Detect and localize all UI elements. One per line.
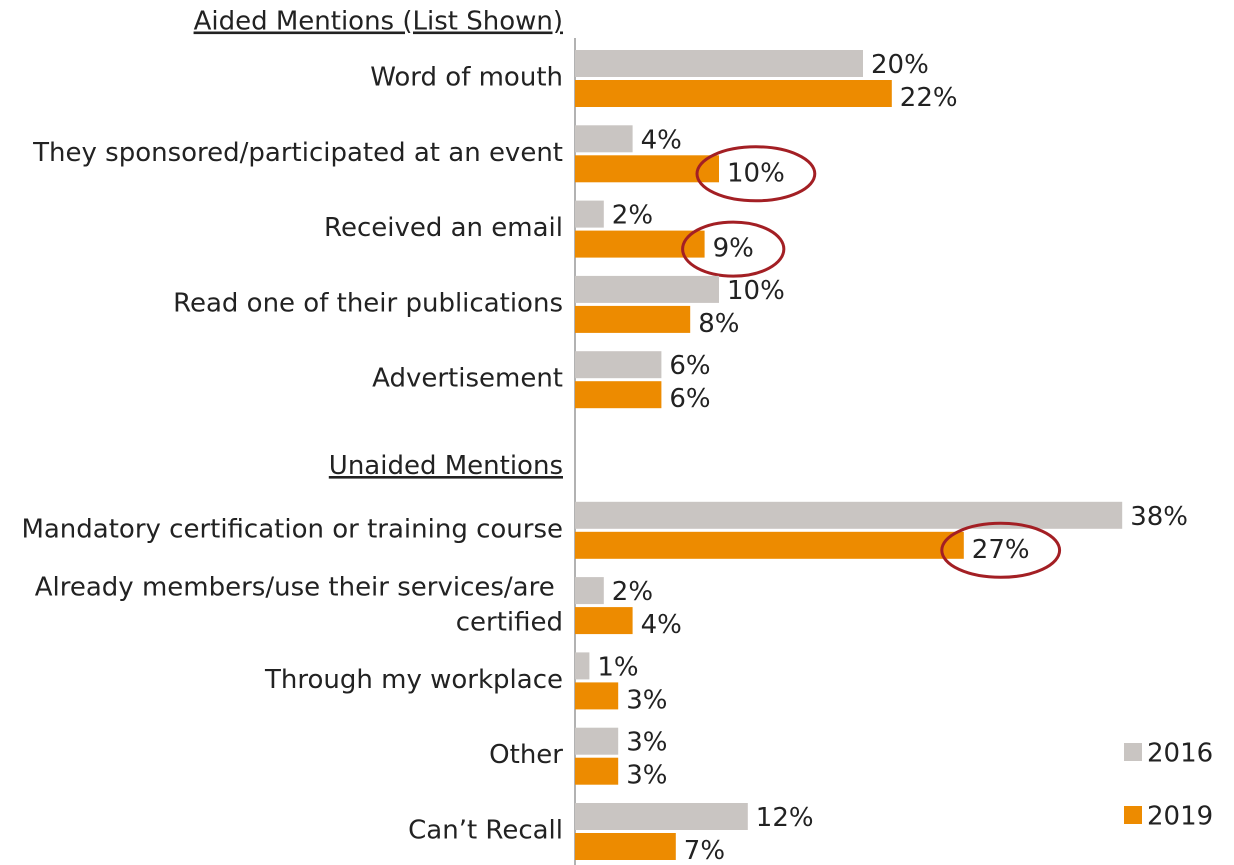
bar xyxy=(575,803,748,830)
bar xyxy=(575,833,676,860)
value-label: 3% xyxy=(626,761,667,791)
highlight-circle xyxy=(681,220,786,278)
value-label: 22% xyxy=(900,83,958,113)
category-label: They sponsored/participated at an event xyxy=(32,138,563,168)
value-label: 12% xyxy=(756,803,814,833)
bar xyxy=(575,155,719,183)
group-header: Aided Mentions (List Shown) xyxy=(194,7,563,37)
value-label: 2% xyxy=(612,201,653,231)
bar xyxy=(575,125,633,153)
legend-label: 2019 xyxy=(1147,802,1213,832)
bar xyxy=(575,757,619,785)
value-label: 1% xyxy=(597,652,638,682)
value-label: 9% xyxy=(713,234,754,264)
category-label: Word of mouth xyxy=(370,63,563,93)
legend-swatch xyxy=(1124,806,1142,824)
category-label: Mandatory certification or training cour… xyxy=(21,514,563,544)
category-label: Advertisement xyxy=(372,364,563,394)
value-label: 10% xyxy=(727,276,785,306)
bar xyxy=(575,652,590,680)
bar xyxy=(575,351,662,379)
bar xyxy=(575,682,619,710)
category-label: Received an email xyxy=(324,213,563,243)
bar xyxy=(575,275,719,303)
category-label: Read one of their publications xyxy=(173,288,563,318)
bar xyxy=(575,80,892,107)
bar xyxy=(575,607,633,635)
highlight-circle xyxy=(940,521,1062,579)
value-label: 7% xyxy=(684,836,725,865)
category-label: Already members/use their services/are c… xyxy=(35,572,563,637)
bar xyxy=(575,200,604,228)
value-label: 3% xyxy=(626,685,667,715)
bar xyxy=(575,50,863,77)
bar xyxy=(575,381,662,409)
value-label: 27% xyxy=(972,535,1030,565)
value-label: 38% xyxy=(1130,502,1188,532)
value-label: 20% xyxy=(871,50,929,80)
bar xyxy=(575,531,964,559)
value-label: 3% xyxy=(626,728,667,758)
value-label: 8% xyxy=(698,309,739,339)
bar xyxy=(575,501,1123,529)
bar xyxy=(575,230,705,258)
value-label: 6% xyxy=(669,384,710,414)
value-label: 2% xyxy=(612,577,653,607)
category-label: Can’t Recall xyxy=(408,816,563,846)
category-label: Other xyxy=(489,740,563,770)
legend-label: 2016 xyxy=(1147,739,1213,769)
group-header: Unaided Mentions xyxy=(329,451,563,481)
bar xyxy=(575,305,691,333)
highlight-circle xyxy=(695,145,817,203)
value-label: 10% xyxy=(727,158,785,188)
bar xyxy=(575,577,604,605)
legend-swatch xyxy=(1124,743,1142,761)
bar xyxy=(575,727,619,755)
category-label: Through my workplace xyxy=(264,665,563,695)
value-label: 6% xyxy=(669,351,710,381)
value-label: 4% xyxy=(641,610,682,640)
value-label: 4% xyxy=(641,125,682,155)
